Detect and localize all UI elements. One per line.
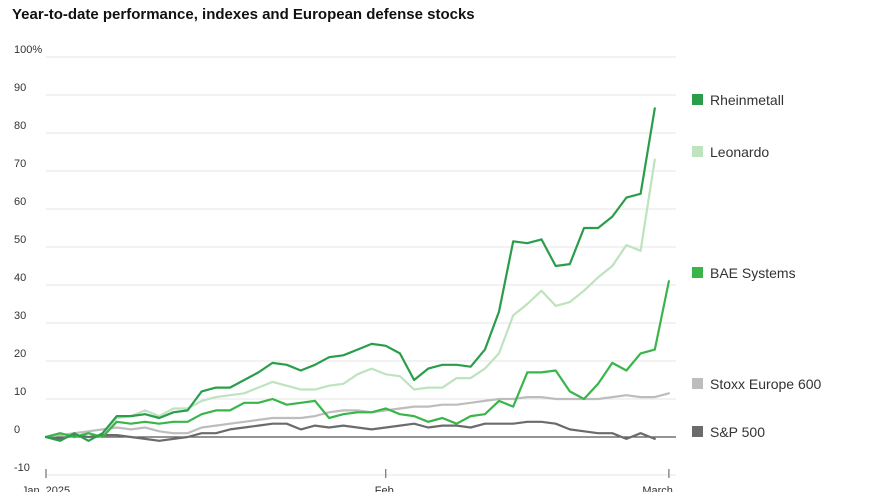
legend-swatch [692,146,703,157]
y-tick-label: 10 [14,386,26,398]
legend-swatch [692,94,703,105]
y-tick-label: 90 [14,82,26,94]
y-tick-label: 40 [14,272,26,284]
series-line-bae-systems [44,280,670,439]
y-tick-label: 80 [14,120,26,132]
x-tick-label: Feb. [375,485,397,492]
legend-label: S&P 500 [710,424,765,440]
series-line-leonardo [44,158,656,439]
legend-label: Stoxx Europe 600 [710,376,822,392]
x-tick-label: Jan. 2025 [22,485,70,492]
chart-title: Year-to-date performance, indexes and Eu… [12,6,475,23]
y-tick-label: 0 [14,424,20,436]
y-tick-label: 100% [14,44,42,56]
legend-label: BAE Systems [710,265,796,281]
y-tick-label: -10 [14,462,30,474]
series-line-stoxx-europe-600 [44,392,670,439]
series-line-s-p-500 [44,420,656,442]
legend-swatch [692,378,703,389]
y-tick-label: 20 [14,348,26,360]
y-tick-label: 30 [14,310,26,322]
legend-label: Rheinmetall [710,92,784,108]
y-tick-label: 70 [14,158,26,170]
y-tick-label: 60 [14,196,26,208]
series-line-rheinmetall [44,107,656,442]
legend-swatch [692,267,703,278]
y-tick-label: 50 [14,234,26,246]
x-tick-label: March [642,485,673,492]
legend-swatch [692,426,703,437]
legend-label: Leonardo [710,144,769,160]
